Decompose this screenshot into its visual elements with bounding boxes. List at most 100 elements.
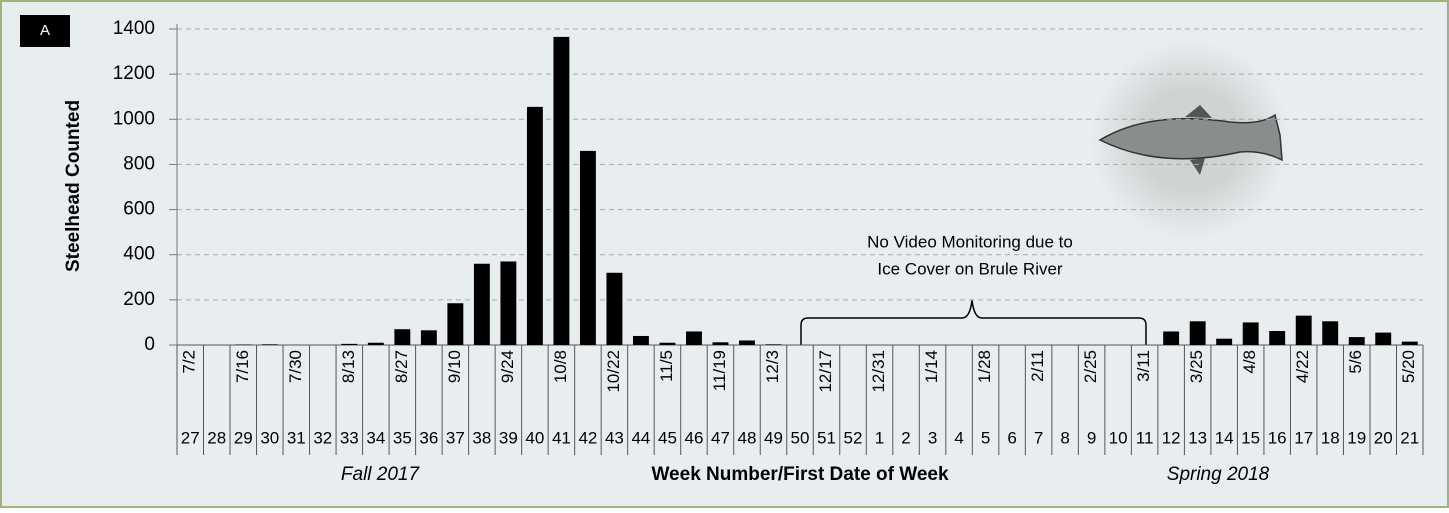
date-label: 5/20 [1399,350,1418,383]
season-label: Spring 2018 [1167,464,1270,485]
date-label: 2/25 [1081,350,1100,383]
x-tick-label: 21 [1400,428,1419,447]
x-tick-label: 52 [844,428,863,447]
x-tick-label: 40 [525,428,544,447]
x-tick-label: 2 [901,428,910,447]
bar [580,151,596,345]
y-tick-label: 1200 [113,63,155,84]
y-axis-label: Steelhead Counted [63,100,84,272]
x-tick-label: 27 [181,428,200,447]
date-label: 4/8 [1240,350,1259,374]
bar [739,340,755,345]
x-tick-label: 12 [1162,428,1181,447]
date-label: 3/11 [1134,350,1153,382]
x-tick-label: 14 [1215,428,1234,447]
date-label: 1/14 [922,350,941,383]
bar [1322,321,1338,345]
date-label: 11/5 [657,350,676,382]
x-tick-label: 9 [1087,428,1096,447]
x-tick-label: 13 [1188,428,1207,447]
bar [1402,342,1418,345]
x-tick-label: 20 [1374,428,1393,447]
x-tick-label: 33 [340,428,359,447]
date-label: 3/25 [1187,350,1206,383]
x-tick-label: 36 [419,428,438,447]
x-tick-label: 31 [287,428,306,447]
bar [1190,321,1206,345]
panel-label: A [40,22,50,39]
x-axis-label: Week Number/First Date of Week [651,464,948,485]
bar [500,261,516,345]
bar [686,331,702,345]
date-label: 9/10 [445,350,464,383]
date-label: 7/16 [233,350,252,383]
x-tick-label: 28 [207,428,226,447]
x-tick-label: 47 [711,428,730,447]
bar [606,273,622,345]
date-label: 12/31 [869,350,888,393]
x-tick-label: 43 [605,428,624,447]
date-label: 11/19 [710,350,729,391]
bar [474,264,490,345]
x-tick-label: 3 [928,428,937,447]
bar [1163,331,1179,345]
x-tick-label: 6 [1007,428,1016,447]
date-label: 7/2 [180,350,199,374]
bar [1349,337,1365,345]
y-tick-label: 400 [123,244,155,265]
bar [368,343,384,345]
bar [262,344,278,345]
x-tick-label: 51 [817,428,836,447]
date-label: 8/27 [392,350,411,383]
x-tick-label: 37 [446,428,465,447]
x-tick-label: 50 [791,428,810,447]
bar [447,303,463,345]
date-label: 12/17 [816,350,835,393]
bar [553,37,569,345]
x-tick-label: 15 [1241,428,1260,447]
y-tick-label: 1000 [113,108,155,129]
bar [1216,339,1232,345]
bar [1243,322,1259,345]
bar [1269,331,1285,345]
bar [713,342,729,345]
x-tick-label: 7 [1034,428,1043,447]
bar [341,344,357,345]
date-label: 10/22 [604,350,623,393]
x-tick-label: 30 [260,428,279,447]
bar [527,107,543,345]
x-tick-label: 35 [393,428,412,447]
x-tick-label: 41 [552,428,571,447]
annotation: Ice Cover on Brule River [877,259,1063,278]
x-tick-label: 4 [954,428,963,447]
bar [394,329,410,345]
x-tick-label: 44 [631,428,650,447]
annotation: No Video Monitoring due to [867,232,1073,251]
bar [659,343,675,345]
x-tick-label: 17 [1294,428,1313,447]
y-tick-label: 800 [123,153,155,174]
x-tick-label: 34 [366,428,385,447]
date-label: 9/24 [498,350,517,383]
x-tick-label: 48 [738,428,757,447]
date-label: 7/30 [286,350,305,383]
x-tick-label: 16 [1268,428,1287,447]
x-tick-label: 46 [684,428,703,447]
date-label: 4/22 [1293,350,1312,383]
x-tick-label: 29 [234,428,253,447]
x-tick-label: 18 [1321,428,1340,447]
x-tick-label: 32 [313,428,332,447]
x-tick-label: 45 [658,428,677,447]
x-tick-label: 1 [875,428,884,447]
x-tick-label: 8 [1060,428,1069,447]
x-tick-label: 49 [764,428,783,447]
date-label: 5/6 [1346,350,1365,374]
season-label: Fall 2017 [341,464,421,485]
y-tick-label: 0 [144,334,155,355]
x-tick-label: 5 [981,428,990,447]
bar [421,330,437,345]
bar [1296,316,1312,345]
x-tick-label: 11 [1136,428,1154,447]
date-label: 12/3 [763,350,782,383]
y-tick-label: 600 [123,199,155,220]
